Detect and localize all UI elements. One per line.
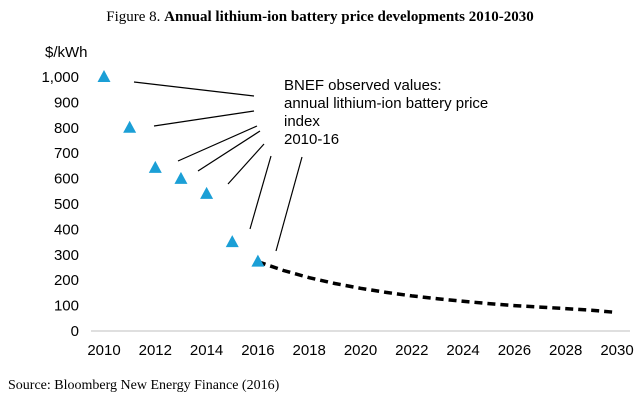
x-tick-label: 2018 [293,342,326,359]
annotation-line: BNEF observed values: [284,77,442,94]
observed-marker [123,120,137,133]
x-tick-label: 2024 [446,342,479,359]
y-tick-label: 600 [54,171,79,188]
y-tick-label: 300 [54,247,79,264]
observed-marker [148,160,162,173]
projection-dashed-line [257,260,618,315]
leader-line [275,156,303,252]
y-tick-label: 700 [54,145,79,162]
y-tick-label: 500 [54,196,79,213]
leader-line [153,110,255,127]
annotation-line: annual lithium-ion battery price [284,95,488,112]
figure-title-text: Annual lithium-ion battery price develop… [164,9,534,25]
observed-marker [251,254,265,267]
y-tick-label: 400 [54,221,79,238]
y-tick-label: 100 [54,298,79,315]
x-tick-label: 2020 [344,342,377,359]
figure-prefix: Figure 8. [106,9,161,25]
leader-line [197,130,261,172]
y-tick-label: 900 [54,94,79,111]
x-tick-label: 2030 [600,342,633,359]
observed-marker [97,70,111,82]
x-tick-label: 2026 [498,342,531,359]
y-tick-label: 1,000 [41,69,79,86]
annotation-line: 2010-16 [284,131,339,148]
leader-line [177,125,258,162]
y-tick-label: 800 [54,120,79,137]
figure-title: Figure 8. Annual lithium-ion battery pri… [0,9,640,26]
leader-line [227,143,265,185]
y-tick-label: 0 [71,323,79,340]
x-tick-label: 2010 [87,342,120,359]
x-tick-label: 2022 [395,342,428,359]
y-axis-unit-label: $/kWh [45,44,88,61]
source-note: Source: Bloomberg New Energy Finance (20… [8,378,280,393]
annotation-text: BNEF observed values: annual lithium-ion… [284,77,492,148]
x-tick-label: 2028 [549,342,582,359]
leader-line [249,155,272,230]
x-tick-label: 2014 [190,342,223,359]
observed-marker [174,171,188,184]
x-tick-label: 2016 [241,342,274,359]
annotation-leader-lines [133,81,303,252]
y-tick-label: 200 [54,272,79,289]
y-axis: 0 100 200 300 400 500 600 700 800 900 1,000 [41,69,79,340]
observed-markers [97,70,265,267]
leader-line [133,81,255,97]
observed-marker [225,235,239,248]
x-axis: 2010 2012 2014 2016 2018 2020 2022 2024 2026 2028… [87,330,634,359]
x-tick-label: 2012 [139,342,172,359]
observed-marker [200,186,214,199]
annotation-line: index [284,113,320,130]
